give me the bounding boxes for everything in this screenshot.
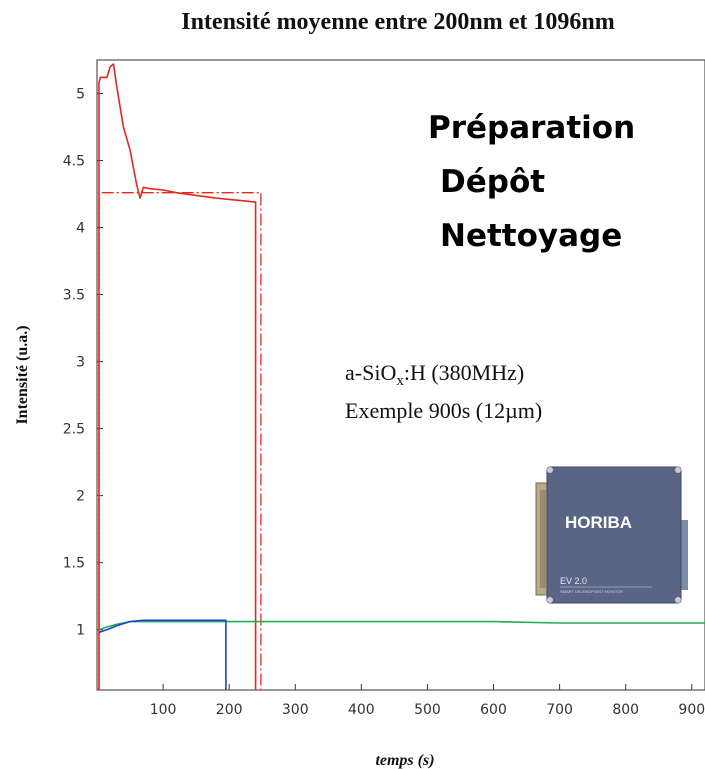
x-axis-label: temps (s) <box>375 752 434 769</box>
device-body <box>546 466 682 604</box>
y-tick-label: 4 <box>76 221 85 237</box>
y-tick-label: 1.5 <box>63 556 85 572</box>
series-group <box>98 63 705 690</box>
x-tick-label: 900 <box>678 702 705 718</box>
device-brand: HORIBA <box>565 513 632 532</box>
device-model: EV 2.0 <box>560 576 587 586</box>
y-tick-label: 2 <box>76 489 85 505</box>
annotation-example: Exemple 900s (12µm) <box>345 398 542 423</box>
y-tick-label: 1 <box>76 623 85 639</box>
legend-entry-depot: Dépôt <box>440 164 545 200</box>
x-tick-label: 300 <box>282 702 309 718</box>
x-tick-label: 800 <box>612 702 639 718</box>
axis-ticks: 100 200 300 400 500 600 700 800 900 1 1.5 2 2.5 3 3.5 4… <box>63 87 705 718</box>
y-tick-label: 4.5 <box>63 154 85 170</box>
legend-entry-nettoyage: Nettoyage <box>440 218 622 254</box>
y-tick-label: 5 <box>76 87 85 103</box>
y-tick-label: 3 <box>76 355 85 371</box>
y-tick-label: 3.5 <box>63 288 85 304</box>
x-tick-label: 500 <box>414 702 441 718</box>
y-axis-label: Intensité (u.a.) <box>14 325 31 424</box>
x-tick-label: 200 <box>216 702 243 718</box>
series-line-0 <box>98 63 257 690</box>
x-tick-label: 600 <box>480 702 507 718</box>
series-line-3 <box>98 619 227 690</box>
legend-entry-preparation: Préparation <box>428 110 635 146</box>
device-subtitle: SMART DELENDPOINT MONITOR <box>560 589 623 594</box>
chart-title: Intensité moyenne entre 200nm et 1096nm <box>181 9 615 35</box>
series-line-1 <box>98 192 262 690</box>
legend: Préparation Dépôt Nettoyage <box>428 110 635 254</box>
x-tick-label: 400 <box>348 702 375 718</box>
x-tick-label: 100 <box>150 702 177 718</box>
x-tick-label: 700 <box>546 702 573 718</box>
y-tick-label: 2.5 <box>63 422 85 438</box>
device-image: HORIBA EV 2.0 SMART DELENDPOINT MONITOR <box>535 466 688 604</box>
annotation-material: a-SiOx:H (380MHz) <box>345 360 524 389</box>
